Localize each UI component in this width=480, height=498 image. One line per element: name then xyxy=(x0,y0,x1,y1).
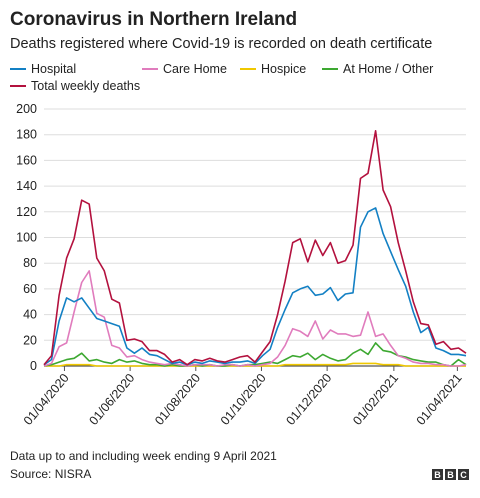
x-axis-ticks: 01/04/2020 01/06/2020 01/08/2020 01/10/2020… xyxy=(21,366,465,428)
series-lines xyxy=(43,129,467,367)
x-tick-label-4: 01/12/2020 xyxy=(283,371,334,428)
legend-item-care-home: Care Home xyxy=(142,62,227,76)
legend-item-hospital: Hospital xyxy=(10,62,76,76)
y-axis-ticks: 0 20 40 60 80 100 120 140 160 180 200 xyxy=(16,102,37,373)
legend-item-at-home-other: At Home / Other xyxy=(322,62,433,76)
y-tick-label-40: 40 xyxy=(23,308,37,322)
legend-swatch-hospital xyxy=(10,68,26,70)
legend-item-hospice: Hospice xyxy=(240,62,306,76)
bbc-logo-letter-2: B xyxy=(445,469,456,480)
y-tick-label-140: 140 xyxy=(16,179,37,193)
chart-subtitle: Deaths registered where Covid-19 is reco… xyxy=(10,36,433,52)
legend-swatch-total-weekly-deaths xyxy=(10,85,26,87)
legend-swatch-at-home-other xyxy=(322,68,338,70)
x-tick-label-0: 01/04/2020 xyxy=(21,371,72,428)
legend-label-hospital: Hospital xyxy=(31,62,77,76)
y-tick-label-0: 0 xyxy=(30,359,37,373)
y-tick-label-120: 120 xyxy=(16,205,37,219)
x-tick-label-6: 01/04/2021 xyxy=(414,371,465,428)
series-line-care-home xyxy=(43,270,467,367)
legend-item-total-weekly-deaths: Total weekly deaths xyxy=(10,79,140,93)
bbc-logo-letter-3: C xyxy=(458,469,469,480)
y-tick-label-180: 180 xyxy=(16,128,37,142)
y-tick-label-60: 60 xyxy=(23,282,37,296)
series-line-total-weekly-deaths xyxy=(43,129,467,366)
series-line-hospital xyxy=(43,207,467,366)
y-tick-label-100: 100 xyxy=(16,231,37,245)
x-tick-label-5: 01/02/2021 xyxy=(350,371,401,428)
x-tick-label-1: 01/06/2020 xyxy=(86,371,137,428)
legend-label-care-home: Care Home xyxy=(163,62,227,76)
legend-swatch-hospice xyxy=(240,68,256,70)
chart-title: Coronavirus in Northern Ireland xyxy=(10,9,298,30)
bbc-logo: B B C xyxy=(432,469,469,480)
legend-label-hospice: Hospice xyxy=(261,62,307,76)
y-tick-label-200: 200 xyxy=(16,102,37,116)
legend-swatch-care-home xyxy=(142,68,158,70)
legend-label-at-home-other: At Home / Other xyxy=(343,62,434,76)
y-tick-label-80: 80 xyxy=(23,256,37,270)
x-tick-label-3: 01/10/2020 xyxy=(218,371,269,428)
y-tick-label-160: 160 xyxy=(16,153,37,167)
source-note: Source: NISRA xyxy=(10,467,92,481)
footnote: Data up to and including week ending 9 A… xyxy=(10,449,277,463)
bbc-logo-letter-1: B xyxy=(432,469,443,480)
x-tick-label-2: 01/08/2020 xyxy=(152,371,203,428)
legend-label-total-weekly-deaths: Total weekly deaths xyxy=(31,79,141,93)
y-tick-label-20: 20 xyxy=(23,333,37,347)
series-line-at-home-other xyxy=(43,342,467,367)
